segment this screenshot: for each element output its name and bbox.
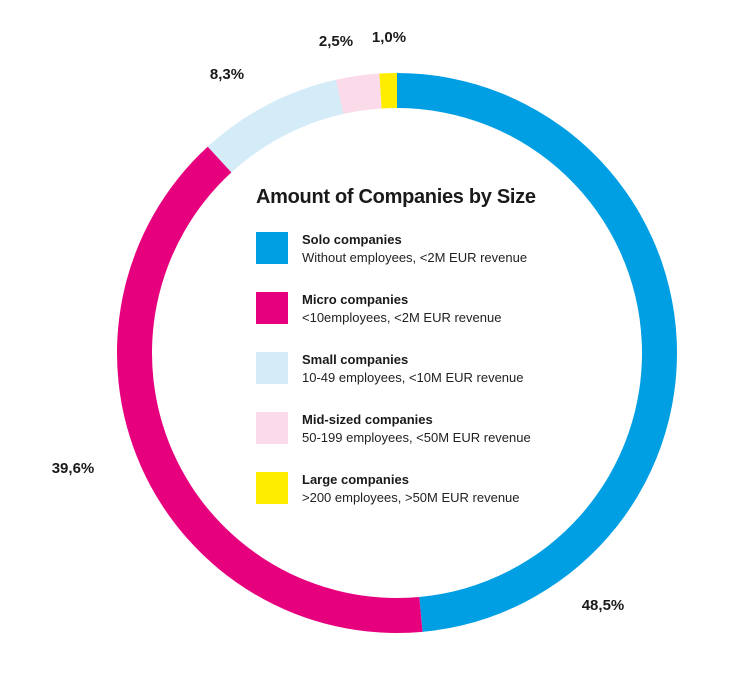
slice-midsized — [335, 73, 382, 114]
legend-desc-midsized: 50-199 employees, <50M EUR revenue — [302, 430, 531, 445]
legend-label-small: Small companies — [302, 352, 409, 367]
legend-item-small: Small companies 10-49 employees, <10M EU… — [256, 351, 576, 411]
slice-large — [379, 73, 397, 109]
legend-item-micro: Micro companies <10employees, <2M EUR re… — [256, 291, 576, 351]
chart-title: Amount of Companies by Size — [256, 186, 536, 208]
legend-item-large: Large companies >200 employees, >50M EUR… — [256, 471, 576, 531]
slice-label-solo: 48,5% — [582, 597, 625, 614]
legend-swatch-micro — [256, 292, 288, 324]
slice-label-large: 1,0% — [372, 29, 406, 46]
legend-label-micro: Micro companies — [302, 292, 409, 307]
legend-desc-micro: <10employees, <2M EUR revenue — [302, 310, 502, 325]
legend-label-solo: Solo companies — [302, 232, 402, 247]
legend-item-midsized: Mid-sized companies 50-199 employees, <5… — [256, 411, 576, 471]
legend-label-midsized: Mid-sized companies — [302, 412, 433, 427]
slice-solo — [397, 73, 677, 632]
slice-label-small: 8,3% — [210, 66, 244, 83]
slice-micro — [117, 146, 423, 633]
slice-label-midsized: 2,5% — [319, 33, 353, 50]
slice-labels: 48,5% 39,6% 8,3% 2,5% 1,0% — [52, 29, 625, 614]
legend-swatch-small — [256, 352, 288, 384]
slice-label-micro: 39,6% — [52, 460, 95, 477]
legend-swatch-solo — [256, 232, 288, 264]
donut-slices — [117, 73, 677, 633]
legend-swatch-large — [256, 472, 288, 504]
legend: Amount of Companies by Size Solo compani… — [256, 186, 576, 531]
legend-desc-large: >200 employees, >50M EUR revenue — [302, 490, 520, 505]
legend-label-large: Large companies — [302, 472, 409, 487]
legend-swatch-midsized — [256, 412, 288, 444]
legend-item-solo: Solo companies Without employees, <2M EU… — [256, 231, 576, 291]
legend-desc-small: 10-49 employees, <10M EUR revenue — [302, 370, 524, 385]
slice-small — [207, 79, 344, 173]
legend-desc-solo: Without employees, <2M EUR revenue — [302, 250, 528, 265]
